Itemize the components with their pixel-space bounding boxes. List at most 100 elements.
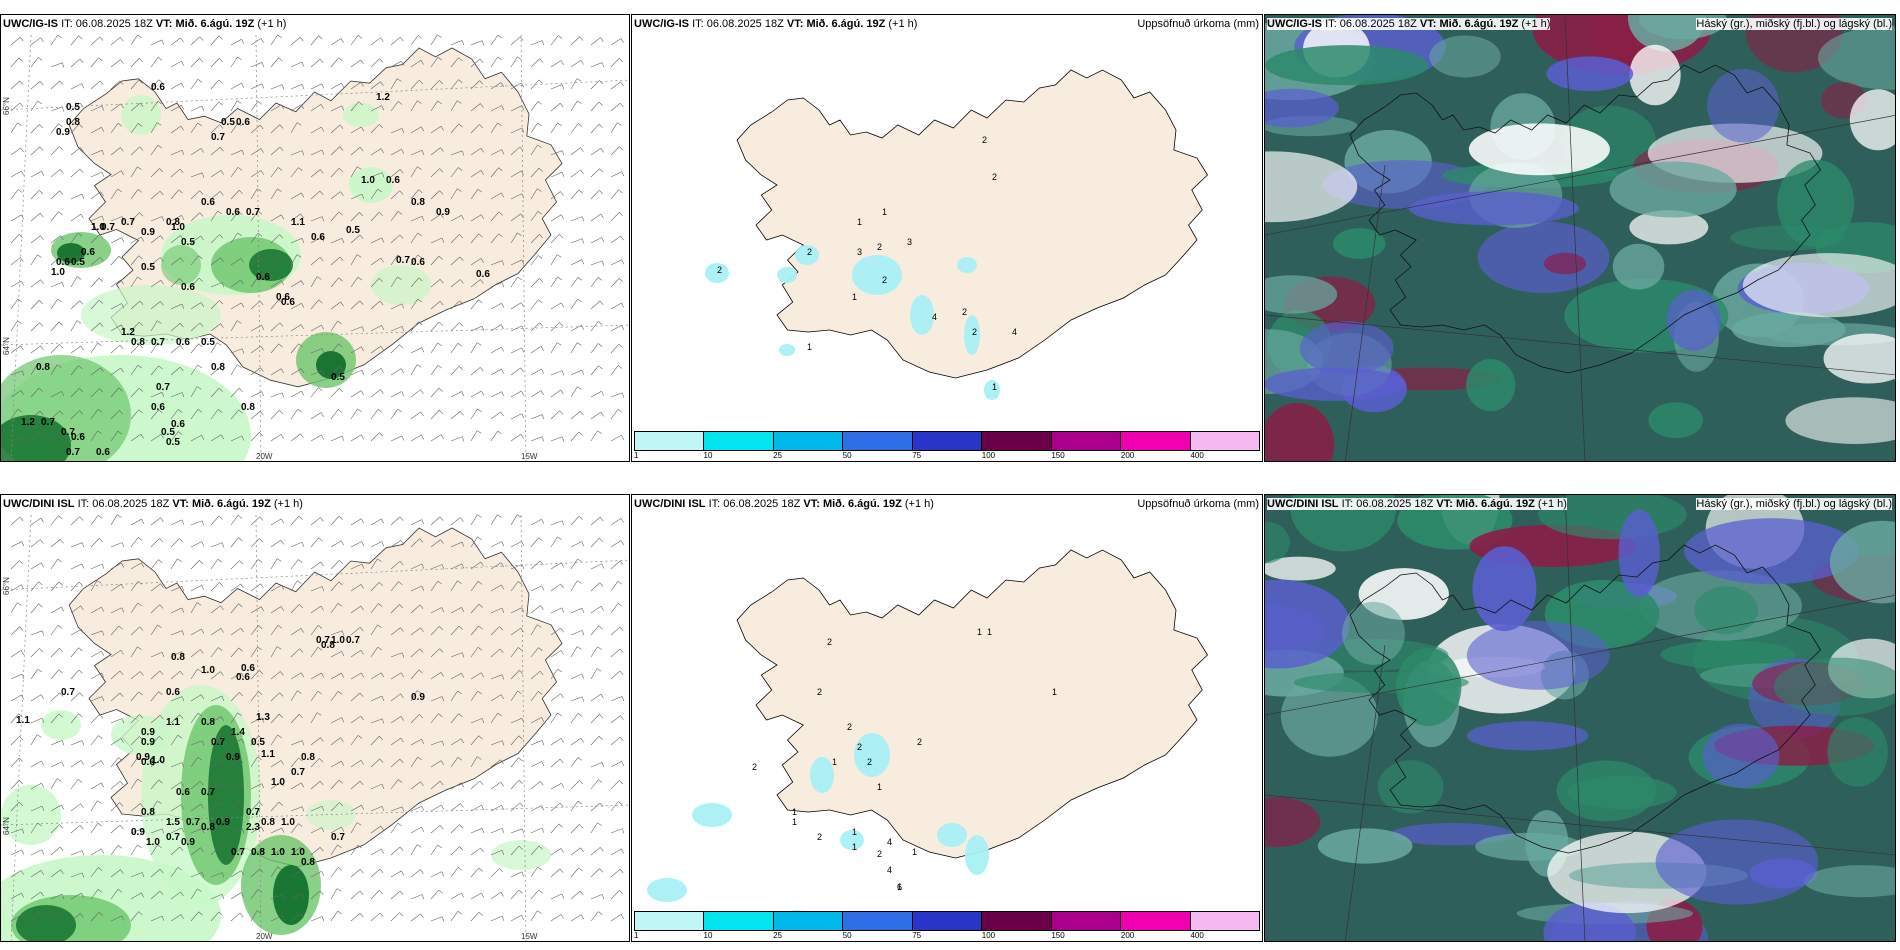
precip-value-label: 0.7	[211, 737, 225, 748]
precip-value-label: 1.0	[291, 847, 305, 858]
time-offset: (+1 h)	[1537, 498, 1567, 510]
precip-value-label: 1.2	[21, 417, 35, 428]
colorbar-segment	[1051, 432, 1122, 450]
precip-value-label: 0.8	[201, 822, 215, 833]
precip-value-label: 3	[857, 247, 862, 257]
precip-value-label: 2	[817, 687, 822, 697]
precip-value-label: 1.2	[376, 92, 390, 103]
precip-value-label: 1	[852, 827, 857, 837]
precip-value-label: 2	[867, 757, 872, 767]
time-offset: (+1 h)	[888, 18, 918, 30]
precip-value-label: 0.6	[171, 419, 185, 430]
precip-value-label: 0.6	[311, 232, 325, 243]
precip-value-label: 0.9	[411, 692, 425, 703]
lat-label-66n: 66°N	[2, 577, 11, 595]
precip-value-label: 0.7	[331, 832, 345, 843]
it-label: IT:	[1341, 498, 1354, 510]
lon-label-15w: 15W	[521, 932, 538, 941]
precip-value-label: 2.3	[246, 822, 260, 833]
panel-title-right: Uppsöfnuð úrkoma (mm)	[1137, 498, 1259, 510]
colorbar-label: 75	[912, 931, 922, 940]
precip-value-label: 2	[807, 247, 812, 257]
it-value: 06.08.2025 18Z	[706, 18, 784, 30]
precip-value-label: 0.8	[261, 817, 275, 828]
panel-title-right: Háský (gr.), miðský (fj.bl.) og lágský (…	[1696, 18, 1892, 30]
precip-value-label: 0.8	[141, 807, 155, 818]
precip-value-label: 1.1	[261, 749, 275, 760]
precip-values: 0.61.20.50.80.90.5 0.60.70.60.6 0.71.00.50…	[21, 82, 490, 458]
colorbar-segment	[912, 432, 983, 450]
precip-value-label: 2	[972, 327, 977, 337]
time-offset: (+1 h)	[1521, 18, 1551, 30]
colorbar-label: 100	[981, 931, 996, 940]
precip-value-label: 1	[792, 807, 797, 817]
precip-value-label: 0.6	[181, 282, 195, 293]
precip-value-label: 0.5	[71, 257, 85, 268]
it-value: 06.08.2025 18Z	[723, 498, 801, 510]
vt-label: VT:	[803, 498, 820, 510]
precip-value-label: 0.7	[231, 847, 245, 858]
precip-value-label: 1.0	[331, 635, 345, 646]
precip-value-label: 0.7	[156, 382, 170, 393]
panel-wind-precip-igis: UWC/IG-IS IT: 06.08.2025 18Z VT: Mið. 6.…	[0, 14, 630, 462]
precip-value-label: 2	[847, 722, 852, 732]
precip-value-label: 0.8	[36, 362, 50, 373]
precip-value-label: 0.6	[56, 257, 70, 268]
precip-value-label: 1.0	[151, 755, 165, 766]
precip-value-label: 0.9	[141, 727, 155, 738]
vt-value: Mið. 6.ágú. 19Z	[191, 498, 271, 510]
vt-label: VT:	[1419, 18, 1437, 30]
precip-value-label: 0.5	[251, 737, 265, 748]
precip-value-label: 2	[752, 762, 757, 772]
precip-value-label: 0.5	[346, 225, 360, 236]
precip-value-label: 0.8	[131, 337, 145, 348]
precip-value-label: 0.6	[411, 257, 425, 268]
precip-value-label: 2	[877, 242, 882, 252]
colorbar-label: 100	[981, 451, 996, 460]
precip-value-label: 1	[792, 817, 797, 827]
precip-value-label: 0.6	[166, 687, 180, 698]
precip-value-label: 0.7	[66, 447, 80, 458]
colorbar-segment	[1190, 432, 1259, 450]
precip-value-label: 1.2	[121, 327, 135, 338]
precip-value-label: 0.8	[201, 717, 215, 728]
precip-value-label: 0.8	[211, 362, 225, 373]
precip-value-label: 1	[832, 757, 837, 767]
precip-shading	[1, 685, 551, 941]
colorbar-label: 50	[842, 451, 852, 460]
precip-value-label: 1	[852, 292, 857, 302]
lon-label-15w: 15W	[521, 452, 538, 461]
precip-value-label: 1	[882, 207, 887, 217]
precip-value-label: 0.5	[166, 437, 180, 448]
precip-value-label: 0.9	[226, 752, 240, 763]
precip-value-label: 1	[897, 882, 902, 892]
precip-value-label: 1.0	[281, 817, 295, 828]
colorbar-label: 25	[773, 931, 783, 940]
precip-value-label: 1	[912, 847, 917, 857]
colorbar-label: 400	[1190, 931, 1204, 940]
precip-shading	[705, 245, 1000, 400]
vt-label: VT:	[172, 498, 189, 510]
panel-title-right: Háský (gr.), miðský (fj.bl.) og lágský (…	[1696, 498, 1892, 510]
precip-value-label: 2	[877, 849, 882, 859]
colorbar-segment	[843, 912, 913, 930]
precip-value-label: 0.7	[151, 337, 165, 348]
precip-value-label: 0.6	[281, 297, 295, 308]
vt-value: Mið. 6.ágú. 19Z	[1455, 498, 1535, 510]
cloud-cover-map	[1265, 15, 1895, 461]
precip-value-label: 1.0	[271, 847, 285, 858]
precip-values: 0.7 0.61.11.0 0.60.7 1.0 0.70.80.90.80.61.1 0…	[16, 635, 425, 868]
precip-value-label: 0.5	[221, 117, 235, 128]
lon-label-20w: 20W	[256, 932, 273, 941]
panel-header: UWC/IG-IS IT: 06.08.2025 18Z VT: Mið. 6.…	[3, 18, 286, 30]
colorbar-segment	[982, 912, 1052, 930]
precip-value-label: 0.7	[316, 635, 330, 646]
precip-value-label: 0.7	[121, 217, 135, 228]
colorbar-segment	[982, 432, 1052, 450]
panel-header: UWC/DINI ISL IT: 06.08.2025 18Z VT: Mið.…	[3, 498, 303, 510]
it-label: IT:	[708, 498, 721, 510]
precip-value-label: 2	[827, 637, 832, 647]
colorbar-segment	[843, 432, 913, 450]
precip-value-label: 0.8	[301, 857, 315, 868]
precip-value-label: 0.6	[276, 292, 290, 303]
